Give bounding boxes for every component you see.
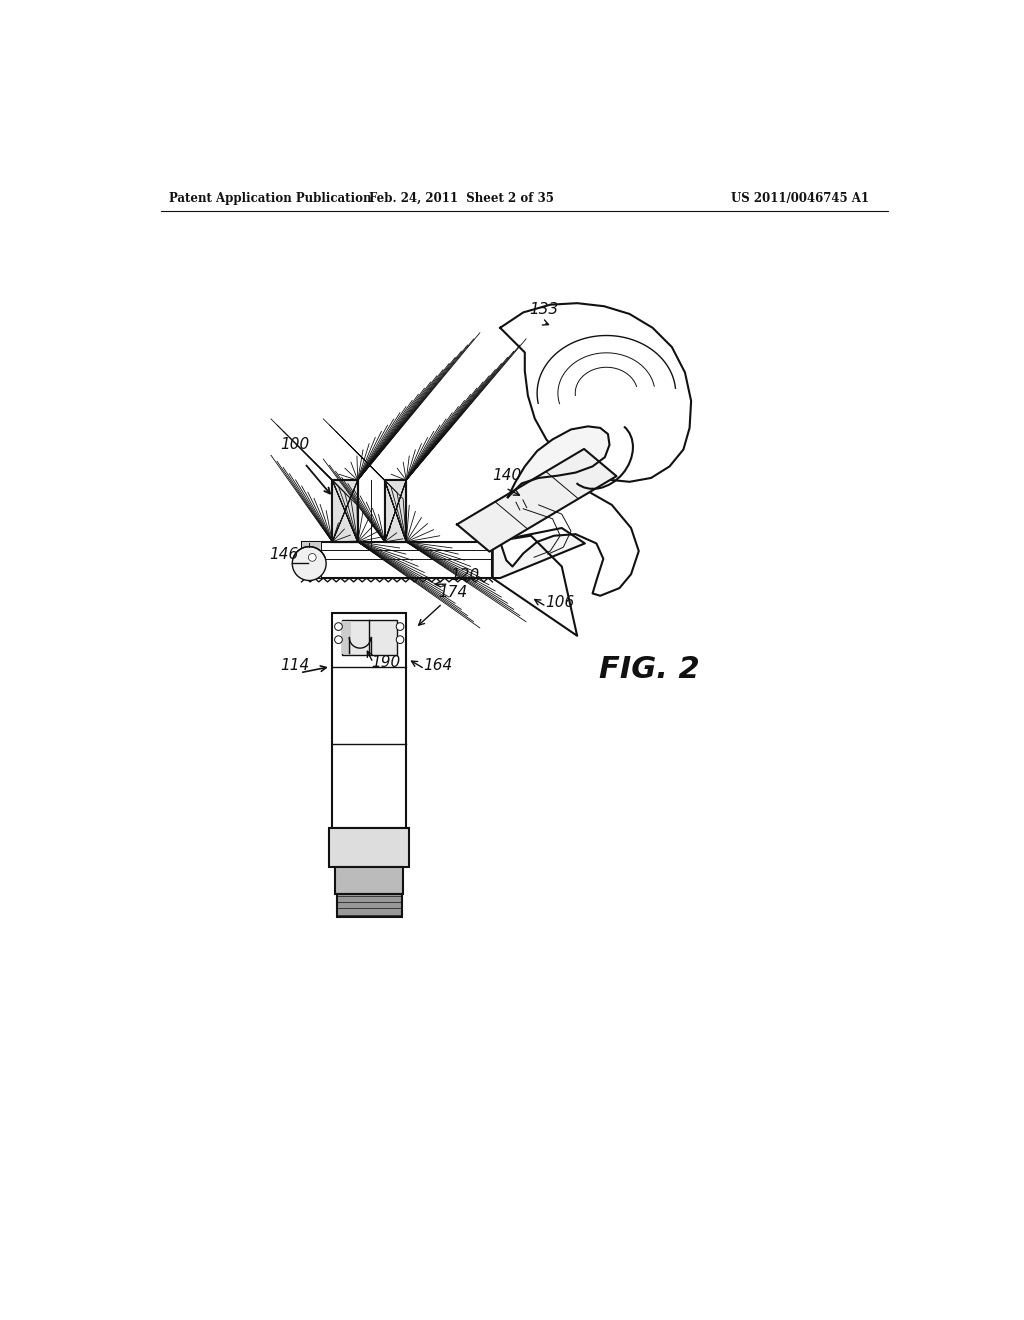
Bar — [333, 612, 407, 829]
Text: 133: 133 — [529, 302, 559, 317]
Text: 120: 120 — [451, 569, 479, 583]
Bar — [333, 480, 357, 541]
Bar — [330, 829, 410, 867]
Polygon shape — [493, 486, 639, 595]
Circle shape — [335, 623, 342, 631]
Circle shape — [396, 636, 403, 644]
Bar — [342, 622, 351, 655]
Text: 140: 140 — [493, 469, 521, 483]
Polygon shape — [457, 449, 616, 552]
Text: US 2011/0046745 A1: US 2011/0046745 A1 — [731, 191, 869, 205]
Bar — [333, 480, 357, 541]
Circle shape — [308, 553, 316, 561]
Text: Feb. 24, 2011  Sheet 2 of 35: Feb. 24, 2011 Sheet 2 of 35 — [370, 191, 554, 205]
Bar — [336, 867, 403, 894]
Bar — [301, 543, 493, 578]
Text: 146: 146 — [269, 546, 298, 562]
Text: 174: 174 — [438, 585, 468, 601]
Circle shape — [292, 546, 326, 581]
Bar — [333, 480, 357, 541]
Text: FIG. 2: FIG. 2 — [599, 655, 699, 684]
Text: 164: 164 — [423, 657, 453, 673]
Circle shape — [396, 623, 403, 631]
Circle shape — [335, 636, 342, 644]
Bar — [342, 620, 397, 655]
Bar — [337, 894, 401, 917]
Text: 114: 114 — [281, 659, 310, 673]
Text: 106: 106 — [545, 594, 574, 610]
Bar — [385, 480, 407, 541]
Bar — [385, 480, 407, 541]
Bar — [301, 543, 321, 578]
Text: 190: 190 — [372, 655, 400, 669]
Polygon shape — [508, 426, 609, 498]
Bar — [385, 480, 407, 541]
Polygon shape — [493, 536, 578, 636]
Polygon shape — [500, 304, 691, 482]
Text: 100: 100 — [281, 437, 310, 453]
Polygon shape — [493, 528, 585, 578]
Text: Patent Application Publication: Patent Application Publication — [169, 191, 372, 205]
